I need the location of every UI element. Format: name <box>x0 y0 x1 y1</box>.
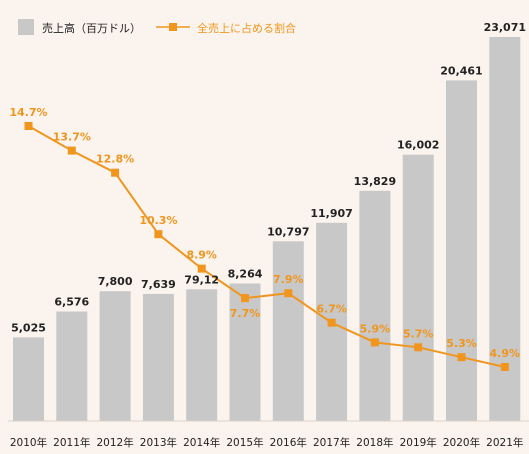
x-tick-label-2: 2012年 <box>96 436 133 449</box>
bar-8 <box>359 190 391 421</box>
bars <box>13 37 521 422</box>
line-marker-7 <box>327 318 336 327</box>
line-value-label-10: 5.3% <box>446 337 477 350</box>
bar-value-label-11: 23,071 <box>484 21 526 34</box>
bar-value-label-3: 7,639 <box>141 278 176 291</box>
bar-1 <box>56 311 88 421</box>
legend-line-marker <box>169 23 177 31</box>
bar-2 <box>99 291 131 421</box>
x-tick-label-6: 2016年 <box>270 436 307 449</box>
bar-6 <box>272 241 304 421</box>
line-value-label-6: 7.9% <box>273 273 304 286</box>
x-tick-label-1: 2011年 <box>53 436 90 449</box>
x-tick-label-10: 2020年 <box>443 436 480 449</box>
bar-value-label-4: 79,12 <box>184 273 219 286</box>
bar-value-label-6: 10,797 <box>267 225 309 238</box>
line-series <box>24 122 509 371</box>
line-value-label-1: 13.7% <box>53 131 91 144</box>
bar-value-label-9: 16,002 <box>397 139 439 152</box>
line-value-label-8: 5.9% <box>360 322 391 335</box>
line-value-label-2: 12.8% <box>96 153 134 166</box>
legend-bar-label: 売上高（百万ドル） <box>42 21 141 35</box>
bar-value-label-0: 5,025 <box>11 321 46 334</box>
bar-11 <box>489 37 521 421</box>
line-marker-1 <box>67 146 76 155</box>
line-marker-11 <box>500 363 509 371</box>
bar-value-label-2: 7,800 <box>98 275 133 288</box>
line-marker-4 <box>197 264 206 273</box>
x-tick-label-7: 2017年 <box>313 436 350 449</box>
bar-9 <box>402 154 434 421</box>
line-marker-0 <box>24 122 33 130</box>
x-tick-label-4: 2014年 <box>183 436 220 449</box>
bar-3 <box>142 293 174 421</box>
x-tick-label-8: 2018年 <box>356 436 393 449</box>
line-marker-8 <box>370 338 379 347</box>
line-value-label-0: 14.7% <box>9 106 47 119</box>
bar-10 <box>446 80 477 422</box>
bar-value-label-10: 20,461 <box>440 64 482 77</box>
x-tick-label-3: 2013年 <box>140 436 177 449</box>
x-tick-label-5: 2015年 <box>226 436 263 449</box>
bar-4 <box>186 289 218 421</box>
line-value-label-9: 5.7% <box>403 327 434 340</box>
bar-0 <box>13 337 44 421</box>
bar-5 <box>229 283 261 421</box>
line-path <box>28 125 506 368</box>
legend-bar-swatch <box>18 19 34 35</box>
line-value-label-3: 10.3% <box>139 214 177 227</box>
bar-value-label-1: 6,576 <box>54 296 89 309</box>
bar-value-label-7: 11,907 <box>310 207 352 220</box>
line-marker-10 <box>457 353 466 362</box>
line-value-label-7: 6.7% <box>316 303 347 316</box>
line-marker-9 <box>414 343 423 352</box>
line-marker-5 <box>241 294 249 303</box>
line-marker-3 <box>154 230 163 239</box>
line-value-label-5: 7.7% <box>230 307 261 320</box>
bar-value-label-8: 13,829 <box>354 175 396 188</box>
x-tick-label-9: 2019年 <box>400 436 437 449</box>
line-value-label-4: 8.9% <box>186 249 217 262</box>
bar-value-label-5: 8,264 <box>228 268 263 281</box>
x-tick-label-0: 2010年 <box>10 436 47 449</box>
line-marker-6 <box>284 289 293 298</box>
labels: 5,025 6,576 7,800 7,639 79,12 8,264 10,79711,9… <box>9 21 526 360</box>
x-tick-label-11: 2021年 <box>486 436 523 449</box>
legend-line-label: 全売上に占める割合 <box>197 21 296 35</box>
line-value-label-11: 4.9% <box>490 347 521 360</box>
x-ticks: 2010年 2011年 2012年 2013年 2014年 2015年 2016年 2017年… <box>10 436 524 449</box>
line-marker-2 <box>111 168 120 177</box>
legend: 売上高（百万ドル） 全売上に占める割合 <box>18 19 296 35</box>
